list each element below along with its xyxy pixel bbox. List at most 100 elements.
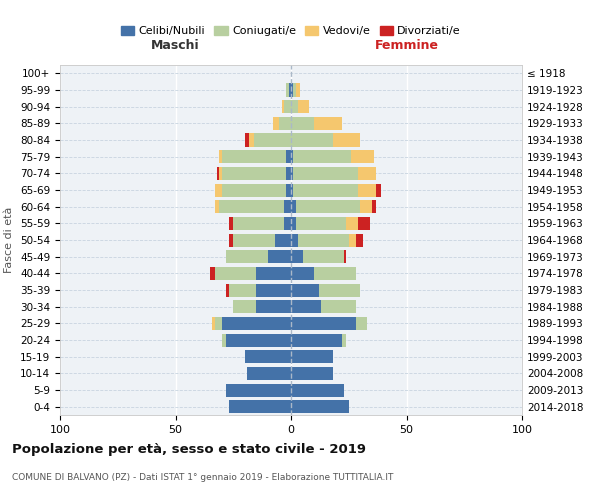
Bar	[319, 284, 360, 296]
Bar	[349, 234, 356, 246]
Bar	[296, 217, 346, 230]
Bar	[372, 200, 376, 213]
Bar	[247, 367, 291, 380]
Bar	[245, 134, 250, 146]
Bar	[226, 384, 291, 396]
Bar	[233, 234, 275, 246]
Bar	[250, 134, 254, 146]
Bar	[256, 267, 291, 280]
Bar	[293, 84, 296, 96]
Bar	[298, 234, 349, 246]
Bar	[254, 134, 291, 146]
Bar	[293, 184, 358, 196]
Bar	[342, 334, 346, 346]
Bar	[222, 150, 286, 163]
Bar	[291, 150, 293, 163]
Bar	[220, 150, 222, 163]
Text: COMUNE DI BALVANO (PZ) - Dati ISTAT 1° gennaio 2019 - Elaborazione TUTTITALIA.IT: COMUNE DI BALVANO (PZ) - Dati ISTAT 1° g…	[12, 472, 394, 482]
Bar	[291, 267, 314, 280]
Bar	[332, 134, 360, 146]
Bar	[356, 317, 367, 330]
Bar	[256, 300, 291, 313]
Bar	[222, 167, 286, 180]
Bar	[256, 284, 291, 296]
Bar	[233, 300, 256, 313]
Bar	[217, 167, 220, 180]
Bar	[291, 317, 356, 330]
Bar	[360, 200, 372, 213]
Bar	[220, 200, 284, 213]
Bar	[286, 150, 291, 163]
Bar	[222, 184, 286, 196]
Bar	[291, 234, 298, 246]
Bar	[296, 84, 300, 96]
Bar	[346, 217, 358, 230]
Bar	[229, 400, 291, 413]
Bar	[344, 250, 346, 263]
Bar	[358, 184, 376, 196]
Bar	[314, 117, 342, 130]
Bar	[293, 150, 351, 163]
Bar	[215, 200, 220, 213]
Bar	[226, 334, 291, 346]
Bar	[275, 234, 291, 246]
Bar	[215, 317, 222, 330]
Legend: Celibi/Nubili, Coniugati/e, Vedovi/e, Divorziati/e: Celibi/Nubili, Coniugati/e, Vedovi/e, Di…	[116, 22, 466, 41]
Y-axis label: Fasce di età: Fasce di età	[4, 207, 14, 273]
Bar	[296, 200, 360, 213]
Bar	[291, 167, 293, 180]
Text: Maschi: Maschi	[151, 38, 200, 52]
Bar	[291, 84, 293, 96]
Text: Popolazione per età, sesso e stato civile - 2019: Popolazione per età, sesso e stato civil…	[12, 442, 366, 456]
Bar	[226, 284, 229, 296]
Bar	[286, 84, 289, 96]
Text: Femmine: Femmine	[374, 38, 439, 52]
Bar	[291, 200, 296, 213]
Bar	[284, 200, 291, 213]
Bar	[229, 284, 256, 296]
Bar	[302, 250, 344, 263]
Bar	[321, 300, 356, 313]
Bar	[272, 117, 280, 130]
Bar	[351, 150, 374, 163]
Bar	[289, 84, 291, 96]
Bar	[291, 284, 319, 296]
Bar	[291, 117, 314, 130]
Bar	[358, 217, 370, 230]
Bar	[233, 217, 284, 230]
Bar	[210, 267, 215, 280]
Bar	[282, 100, 284, 113]
Bar	[284, 217, 291, 230]
Bar	[291, 334, 342, 346]
Bar	[222, 334, 226, 346]
Bar	[358, 167, 376, 180]
Bar	[291, 250, 302, 263]
Bar	[291, 350, 332, 363]
Bar	[286, 167, 291, 180]
Bar	[291, 100, 298, 113]
Bar	[226, 250, 268, 263]
Bar	[293, 167, 358, 180]
Bar	[268, 250, 291, 263]
Bar	[215, 184, 222, 196]
Bar	[215, 267, 256, 280]
Bar	[229, 217, 233, 230]
Bar	[298, 100, 310, 113]
Bar	[220, 167, 222, 180]
Bar	[291, 300, 321, 313]
Bar	[291, 217, 296, 230]
Bar	[291, 400, 349, 413]
Bar	[376, 184, 381, 196]
Bar	[356, 234, 362, 246]
Bar	[286, 184, 291, 196]
Bar	[245, 350, 291, 363]
Bar	[291, 184, 293, 196]
Bar	[212, 317, 215, 330]
Bar	[284, 100, 291, 113]
Bar	[291, 134, 332, 146]
Bar	[222, 317, 291, 330]
Bar	[291, 367, 332, 380]
Bar	[280, 117, 291, 130]
Bar	[291, 384, 344, 396]
Bar	[229, 234, 233, 246]
